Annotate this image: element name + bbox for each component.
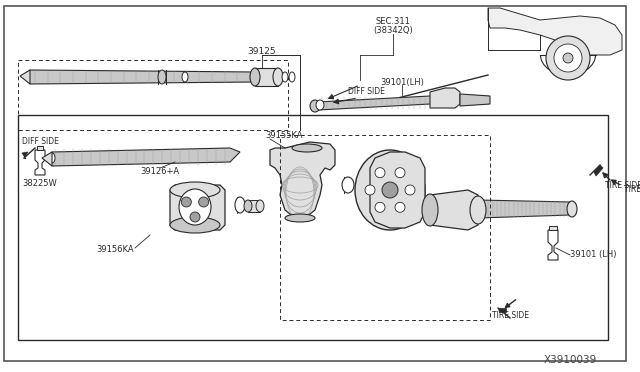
Polygon shape [549, 226, 557, 230]
Polygon shape [248, 200, 260, 212]
Ellipse shape [181, 197, 191, 207]
Ellipse shape [375, 202, 385, 212]
Polygon shape [460, 94, 490, 106]
Text: TIRE SIDE: TIRE SIDE [605, 180, 640, 189]
Ellipse shape [310, 100, 320, 112]
Ellipse shape [470, 196, 486, 224]
Text: 39101 (LH): 39101 (LH) [570, 250, 616, 260]
Polygon shape [20, 70, 30, 84]
Bar [18, 60, 288, 130]
Text: (38342Q): (38342Q) [373, 26, 413, 35]
Ellipse shape [289, 72, 295, 82]
Ellipse shape [244, 200, 252, 212]
Polygon shape [498, 308, 506, 312]
Polygon shape [370, 152, 425, 228]
Polygon shape [42, 152, 52, 166]
Ellipse shape [546, 36, 590, 80]
Text: 39125: 39125 [248, 48, 276, 57]
Ellipse shape [292, 144, 322, 152]
Polygon shape [425, 190, 480, 230]
Ellipse shape [179, 189, 211, 225]
Ellipse shape [49, 153, 55, 163]
Polygon shape [270, 142, 335, 218]
Ellipse shape [170, 217, 220, 233]
Ellipse shape [395, 202, 405, 212]
Ellipse shape [282, 72, 288, 82]
Ellipse shape [395, 168, 405, 178]
Ellipse shape [158, 70, 166, 84]
Text: 38225W: 38225W [22, 179, 58, 187]
Ellipse shape [198, 197, 209, 207]
Ellipse shape [316, 100, 324, 110]
Polygon shape [255, 68, 278, 86]
Text: 39101(LH): 39101(LH) [380, 77, 424, 87]
Polygon shape [37, 146, 43, 150]
Text: DIFF SIDE: DIFF SIDE [348, 87, 385, 96]
Polygon shape [35, 150, 45, 175]
Ellipse shape [365, 185, 375, 195]
Ellipse shape [375, 168, 385, 178]
Text: 39155KA: 39155KA [265, 131, 303, 141]
Ellipse shape [256, 200, 264, 212]
Ellipse shape [190, 212, 200, 222]
Polygon shape [430, 88, 460, 108]
Ellipse shape [567, 201, 577, 217]
Text: 39126+A: 39126+A [140, 167, 180, 176]
Ellipse shape [382, 182, 398, 198]
Polygon shape [478, 200, 572, 218]
Ellipse shape [182, 72, 188, 82]
Bar [18, 115, 608, 340]
Polygon shape [315, 96, 435, 110]
Ellipse shape [170, 182, 220, 198]
Ellipse shape [422, 194, 438, 226]
Text: X3910039: X3910039 [543, 355, 596, 365]
Polygon shape [26, 70, 260, 84]
Ellipse shape [250, 68, 260, 86]
Polygon shape [594, 165, 603, 176]
Polygon shape [488, 8, 622, 55]
Text: 39156KA: 39156KA [96, 246, 134, 254]
Ellipse shape [405, 185, 415, 195]
Polygon shape [22, 152, 28, 159]
Polygon shape [48, 148, 240, 166]
Ellipse shape [355, 150, 425, 230]
Ellipse shape [235, 197, 245, 213]
Text: DIFF SIDE: DIFF SIDE [22, 138, 59, 147]
Polygon shape [548, 230, 558, 260]
Ellipse shape [554, 44, 582, 72]
Polygon shape [170, 185, 225, 230]
Bar [280, 135, 490, 320]
Text: SEC.311: SEC.311 [376, 17, 410, 26]
Ellipse shape [285, 214, 315, 222]
Text: TIRE SIDE: TIRE SIDE [624, 186, 640, 195]
Text: TIRE SIDE: TIRE SIDE [492, 311, 529, 320]
Ellipse shape [563, 53, 573, 63]
Ellipse shape [273, 68, 283, 86]
Ellipse shape [342, 177, 354, 193]
